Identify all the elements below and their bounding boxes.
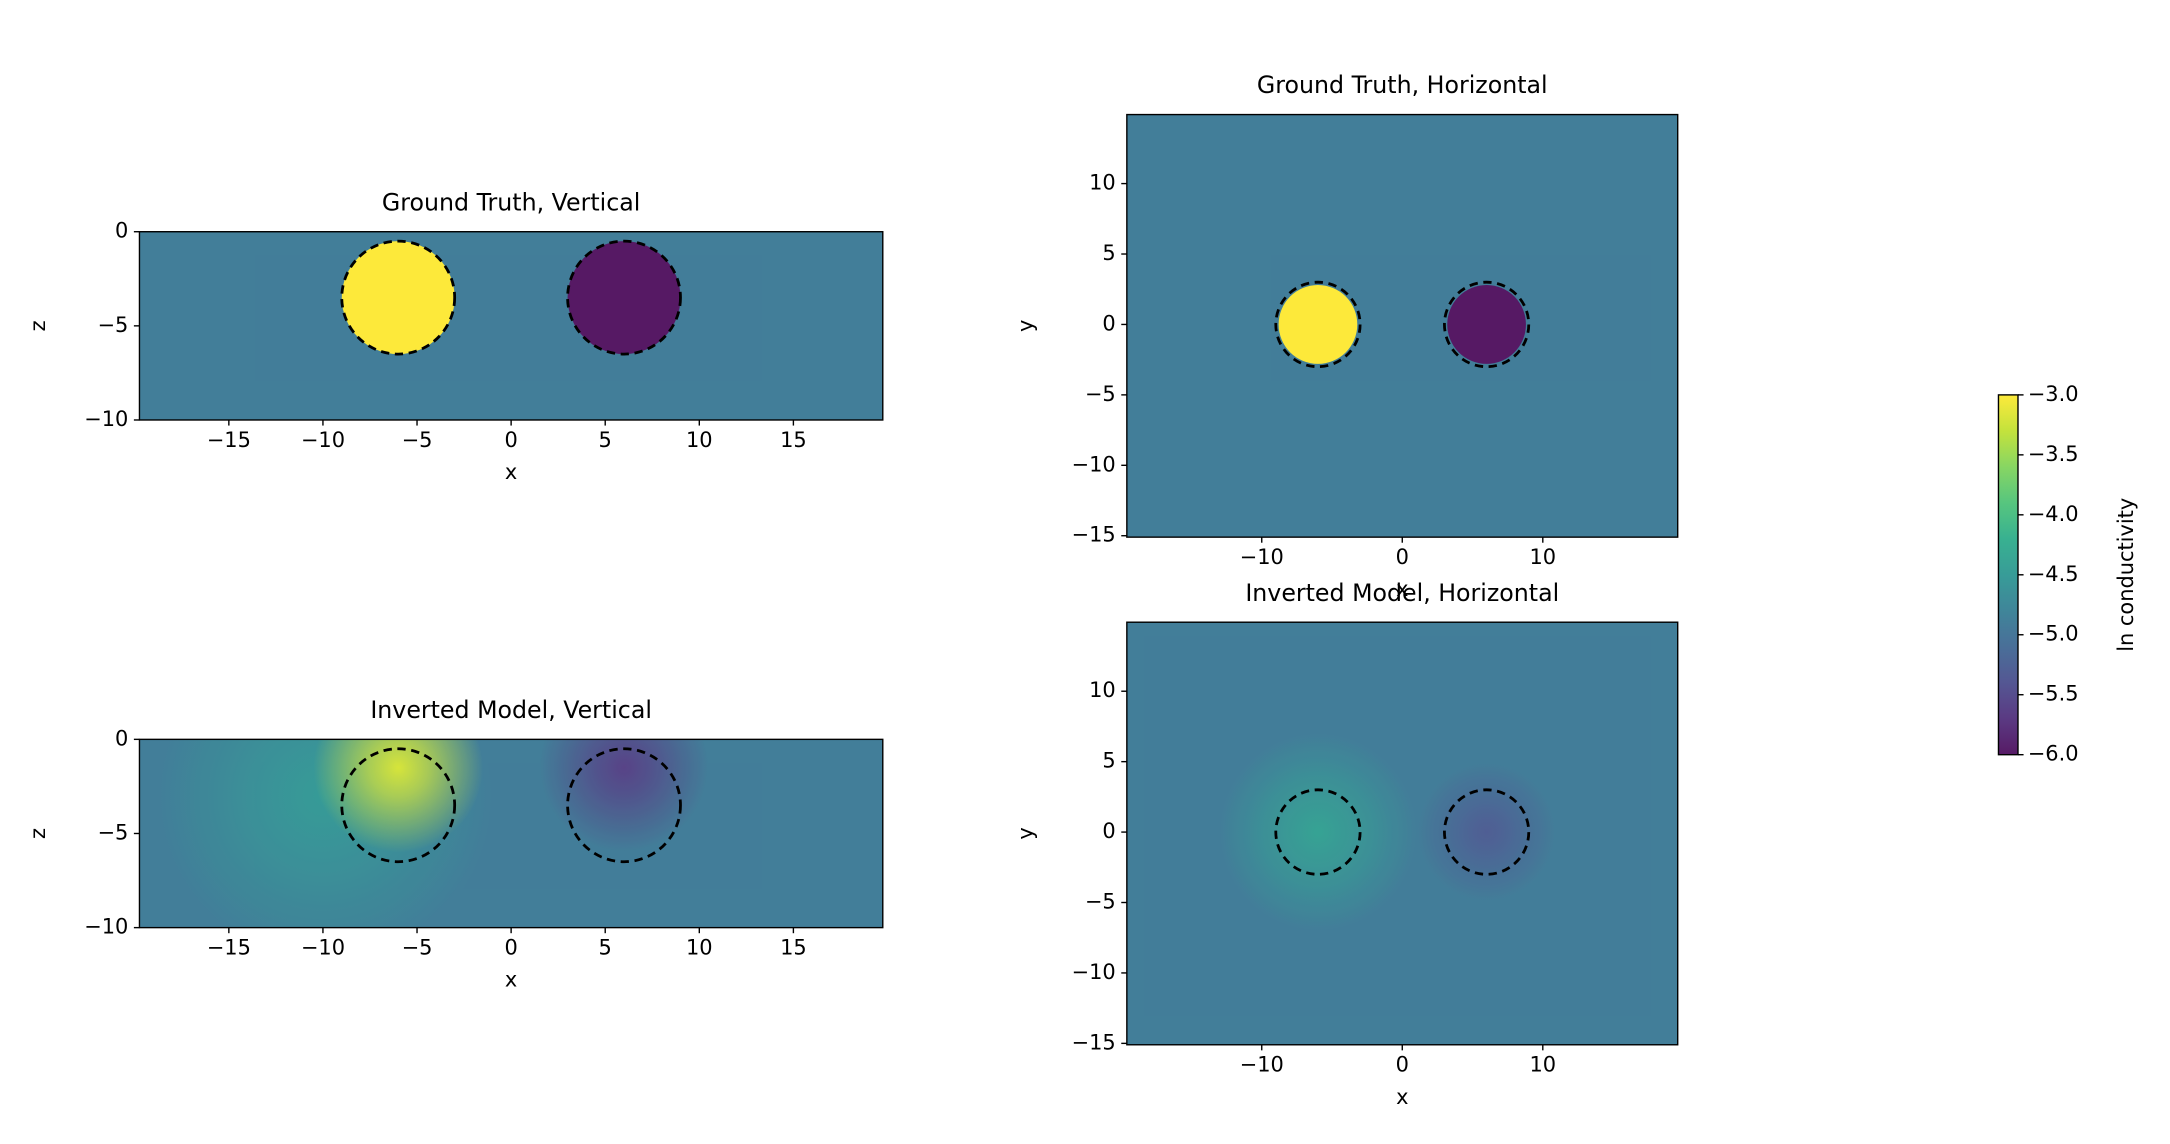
y-tick-label: −10 [84, 407, 128, 431]
image-background [1126, 114, 1678, 538]
y-tick-label: 0 [1102, 311, 1115, 335]
y-tick-label: 5 [1102, 749, 1115, 773]
x-axis-label: x [505, 460, 517, 484]
colorbar-tick-label: −6.0 [2028, 742, 2079, 766]
x-tick-label: 15 [780, 936, 807, 960]
x-tick-label: 5 [599, 936, 612, 960]
x-tick-label: −10 [301, 428, 345, 452]
y-tick-label: −5 [97, 313, 128, 337]
y-tick-label: 10 [1089, 171, 1116, 195]
x-axis-label: x [1396, 1085, 1408, 1109]
y-tick-label: −10 [1072, 452, 1116, 476]
colorbar [1998, 394, 2018, 755]
anomaly [567, 241, 681, 355]
outline-circle [1274, 788, 1362, 876]
y-tick-label: 0 [1102, 819, 1115, 843]
colorbar-tick-label: −4.0 [2028, 502, 2079, 526]
y-tick-label: 0 [115, 726, 128, 750]
outline-circle [566, 239, 682, 356]
colorbar-label: ln conductivity [2114, 498, 2138, 652]
x-tick-label: −15 [207, 428, 251, 452]
colorbar-tick-label: −5.5 [2028, 682, 2079, 706]
x-tick-label: 15 [780, 428, 807, 452]
outline-circle [566, 747, 682, 864]
colorbar-tick-label: −3.0 [2028, 382, 2079, 406]
x-axis-label: x [1396, 577, 1408, 601]
image-background [139, 231, 883, 420]
outline-circle [340, 239, 457, 356]
x-tick-label: −5 [402, 936, 433, 960]
x-tick-label: 0 [504, 428, 517, 452]
outline-circle [340, 747, 457, 864]
anomaly [1416, 761, 1557, 903]
colorbar-tick-label: −5.0 [2028, 622, 2079, 646]
y-tick-label: −10 [1072, 960, 1116, 984]
image [139, 739, 883, 928]
x-tick-label: −10 [1240, 1053, 1284, 1077]
y-axis-label: z [26, 828, 50, 839]
y-tick-label: −15 [1072, 523, 1116, 547]
y-tick-label: 0 [115, 219, 128, 243]
y-tick-label: −5 [1085, 890, 1116, 914]
x-tick-label: 5 [599, 428, 612, 452]
x-tick-label: −10 [301, 936, 345, 960]
image [1126, 114, 1678, 538]
panel-title: Inverted Model, Vertical [370, 696, 652, 724]
outline-circle [1443, 788, 1531, 876]
y-tick-label: 5 [1102, 241, 1115, 265]
x-tick-label: 0 [1396, 1053, 1409, 1077]
y-axis-label: z [26, 320, 50, 331]
x-tick-label: 10 [1529, 1053, 1556, 1077]
x-axis-label: x [505, 968, 517, 992]
x-tick-label: 10 [686, 936, 713, 960]
y-axis-label: y [1013, 320, 1037, 332]
anomaly [1278, 285, 1358, 364]
image [139, 231, 883, 420]
y-tick-label: −5 [1085, 382, 1116, 406]
x-tick-label: 0 [1396, 545, 1409, 569]
anomaly [1219, 733, 1417, 931]
y-tick-label: 10 [1089, 678, 1116, 702]
x-tick-label: −5 [402, 428, 433, 452]
x-tick-label: 0 [504, 936, 517, 960]
x-tick-label: 10 [686, 428, 713, 452]
y-tick-label: −5 [97, 820, 128, 844]
y-axis-label: y [1013, 827, 1037, 839]
x-tick-label: 10 [1529, 545, 1556, 569]
y-tick-label: −15 [1072, 1030, 1116, 1054]
y-tick-label: −10 [84, 915, 128, 939]
anomaly [1447, 285, 1526, 364]
colorbar-tick-label: −3.5 [2028, 442, 2079, 466]
x-tick-label: −10 [1240, 545, 1284, 569]
panel-title: Ground Truth, Vertical [382, 188, 640, 216]
anomaly [341, 241, 455, 355]
image [1126, 622, 1678, 1045]
colorbar-tick-label: −4.5 [2028, 562, 2079, 586]
x-tick-label: −15 [207, 936, 251, 960]
panel-title: Inverted Model, Horizontal [1245, 579, 1559, 607]
panel-title: Ground Truth, Horizontal [1257, 71, 1548, 99]
